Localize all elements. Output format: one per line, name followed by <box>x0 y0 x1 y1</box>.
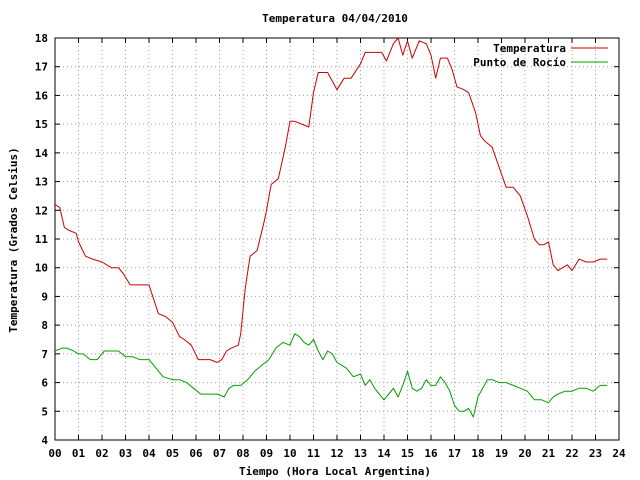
y-tick-label: 9 <box>41 290 48 303</box>
chart-title: Temperatura 04/04/2010 <box>262 12 408 25</box>
series-line-temperatura <box>54 37 608 363</box>
x-tick-label: 07 <box>213 447 226 460</box>
y-tick-label: 7 <box>41 348 48 361</box>
x-tick-label: 23 <box>589 447 602 460</box>
x-tick-label: 09 <box>260 447 273 460</box>
y-tick-label: 6 <box>41 377 48 390</box>
y-tick-label: 4 <box>41 434 48 447</box>
y-tick-label: 15 <box>35 118 48 131</box>
x-tick-label: 20 <box>518 447 531 460</box>
x-tick-label: 15 <box>401 447 414 460</box>
x-tick-label: 13 <box>354 447 367 460</box>
y-tick-label: 5 <box>41 405 48 418</box>
x-tick-label: 18 <box>471 447 484 460</box>
x-tick-label: 24 <box>612 447 626 460</box>
y-axis-label: Temperatura (Grados Celsius) <box>7 147 20 332</box>
x-tick-label: 10 <box>283 447 296 460</box>
x-tick-label: 00 <box>48 447 61 460</box>
y-tick-label: 11 <box>35 233 49 246</box>
y-tick-label: 16 <box>35 89 49 102</box>
y-tick-label: 13 <box>35 176 48 189</box>
x-tick-label: 02 <box>95 447 108 460</box>
x-axis-label: Tiempo (Hora Local Argentina) <box>239 465 431 478</box>
grid <box>55 38 619 440</box>
axes: 00 01 02 03 04 05 06 07 08 09 10 11 12 13 14 15 16 17 18 19… <box>35 32 626 460</box>
y-tick-label: 12 <box>35 204 48 217</box>
x-tick-label: 17 <box>448 447 461 460</box>
y-tick-label: 8 <box>41 319 48 332</box>
y-tick-label: 18 <box>35 32 48 45</box>
x-tick-label: 21 <box>542 447 556 460</box>
x-tick-label: 16 <box>424 447 438 460</box>
x-tick-label: 01 <box>72 447 86 460</box>
series-line-punto-de-rocio <box>54 333 608 418</box>
y-tick-label: 10 <box>35 262 48 275</box>
series-group <box>54 37 608 418</box>
y-tick-label: 17 <box>35 61 48 74</box>
legend-label-temperatura: Temperatura <box>493 42 566 55</box>
legend-label-punto-de-rocio: Punto de Rocío <box>473 56 566 69</box>
x-tick-label: 14 <box>377 447 391 460</box>
x-tick-label: 11 <box>307 447 321 460</box>
y-tick-label: 14 <box>35 147 49 160</box>
x-tick-label: 19 <box>495 447 508 460</box>
x-tick-label: 12 <box>330 447 343 460</box>
x-tick-label: 04 <box>142 447 156 460</box>
x-tick-label: 03 <box>119 447 132 460</box>
x-tick-label: 22 <box>565 447 578 460</box>
x-tick-label: 05 <box>166 447 179 460</box>
x-tick-label: 06 <box>189 447 203 460</box>
x-tick-label: 08 <box>236 447 249 460</box>
